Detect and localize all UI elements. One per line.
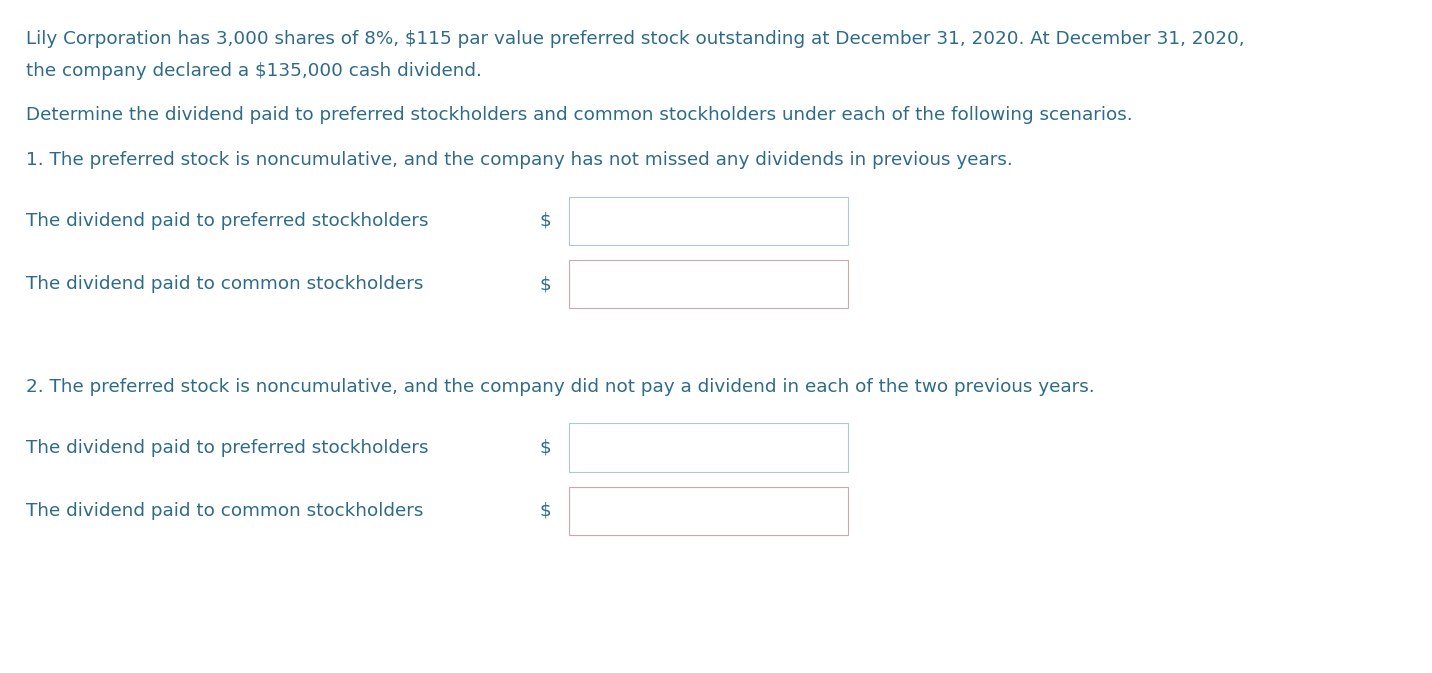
FancyBboxPatch shape xyxy=(569,423,848,472)
Text: 2. The preferred stock is noncumulative, and the company did not pay a dividend : 2. The preferred stock is noncumulative,… xyxy=(26,378,1094,396)
Text: Determine the dividend paid to preferred stockholders and common stockholders un: Determine the dividend paid to preferred… xyxy=(26,106,1133,124)
FancyBboxPatch shape xyxy=(569,197,848,245)
Text: The dividend paid to common stockholders: The dividend paid to common stockholders xyxy=(26,275,422,293)
Text: Lily Corporation has 3,000 shares of 8%, $115 par value preferred stock outstand: Lily Corporation has 3,000 shares of 8%,… xyxy=(26,30,1244,48)
FancyBboxPatch shape xyxy=(569,487,848,535)
Text: $: $ xyxy=(540,502,551,520)
Text: the company declared a $135,000 cash dividend.: the company declared a $135,000 cash div… xyxy=(26,62,481,80)
Text: The dividend paid to preferred stockholders: The dividend paid to preferred stockhold… xyxy=(26,212,428,229)
Text: The dividend paid to common stockholders: The dividend paid to common stockholders xyxy=(26,502,422,520)
Text: $: $ xyxy=(540,439,551,456)
FancyBboxPatch shape xyxy=(569,260,848,308)
Text: $: $ xyxy=(540,275,551,293)
Text: The dividend paid to preferred stockholders: The dividend paid to preferred stockhold… xyxy=(26,439,428,456)
Text: $: $ xyxy=(540,212,551,229)
Text: 1. The preferred stock is noncumulative, and the company has not missed any divi: 1. The preferred stock is noncumulative,… xyxy=(26,151,1012,170)
